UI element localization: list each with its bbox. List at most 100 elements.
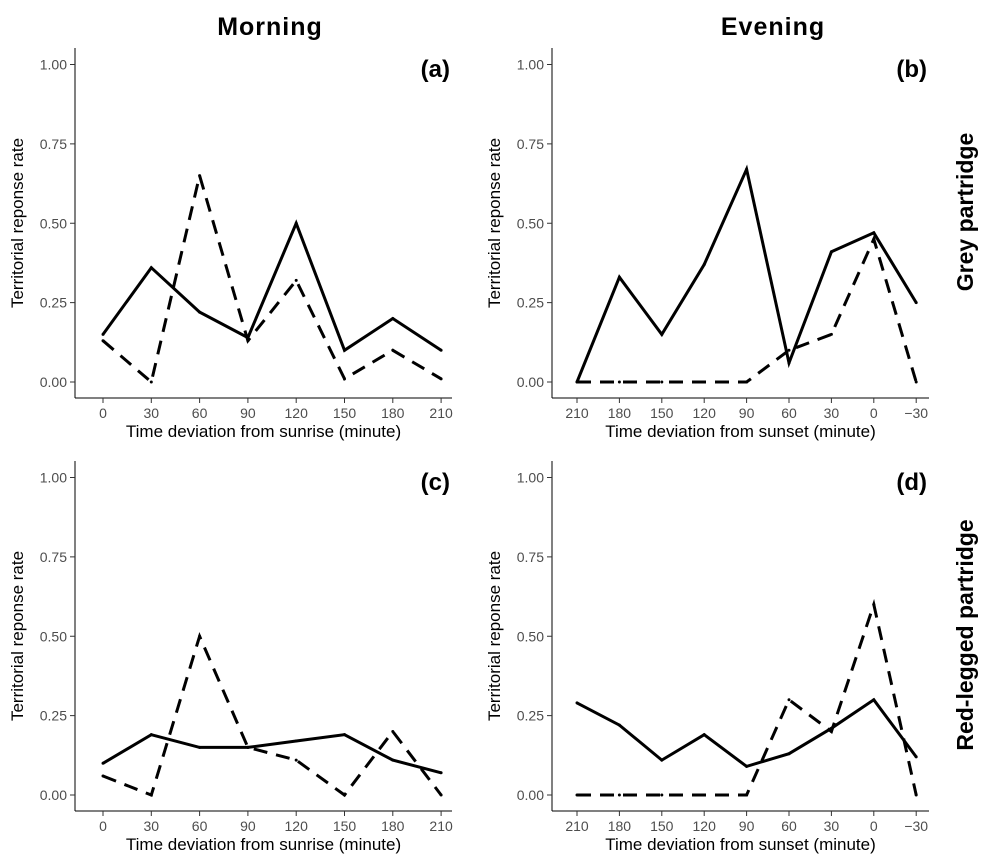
- data-point-dashed: [745, 793, 749, 797]
- data-point-solid: [294, 739, 298, 743]
- data-point-solid: [702, 733, 706, 737]
- data-point-dashed: [872, 237, 876, 241]
- data-point-dashed: [246, 339, 250, 343]
- data-point-dashed: [745, 380, 749, 384]
- data-point-dashed: [101, 774, 105, 778]
- data-point-dashed: [617, 380, 621, 384]
- data-point-solid: [343, 733, 346, 737]
- y-tick-label: 1.00: [40, 470, 67, 486]
- data-point-dashed: [343, 793, 346, 797]
- data-point-solid: [872, 698, 876, 702]
- y-axis-title: Territorial reponse rate: [8, 551, 27, 721]
- data-point-solid: [702, 263, 706, 267]
- x-tick-label: 150: [650, 405, 674, 421]
- data-point-dashed: [914, 793, 918, 797]
- y-tick-label: 0.00: [40, 374, 67, 390]
- y-tick-label: 0.50: [517, 215, 544, 231]
- x-tick-label: 0: [870, 818, 878, 834]
- data-point-solid: [787, 752, 791, 756]
- y-tick-label: 0.75: [517, 136, 544, 152]
- y-tick-label: 0.25: [517, 708, 544, 724]
- panel-d: 0.00 0.25 0.50 0.75 1.00 210 180 150 120 90 60 30 0 −…: [485, 461, 929, 854]
- panel-c: 0.00 0.25 0.50 0.75 1.00 0 30 60 90 120 150 180 210 T…: [8, 461, 453, 854]
- panel-label: (d): [896, 469, 927, 496]
- data-point-dashed: [787, 348, 791, 352]
- x-tick-label: 90: [739, 818, 755, 834]
- x-tick-label: 150: [333, 818, 357, 834]
- x-tick-label: 120: [693, 818, 717, 834]
- data-point-dashed: [702, 380, 706, 384]
- x-tick-label: 90: [240, 405, 256, 421]
- x-tick-label: 0: [99, 405, 107, 421]
- y-tick-label: 0.50: [40, 628, 67, 644]
- data-point-solid: [617, 723, 621, 727]
- data-point-solid: [617, 275, 621, 279]
- x-axis-title: Time deviation from sunrise (minute): [126, 835, 401, 854]
- y-tick-label: 0.25: [517, 295, 544, 311]
- data-point-dashed: [294, 758, 298, 762]
- x-tick-label: 60: [781, 405, 797, 421]
- data-point-dashed: [872, 603, 876, 606]
- data-point-dashed: [439, 793, 443, 797]
- x-tick-label: 0: [99, 818, 107, 834]
- x-tick-label: 210: [565, 405, 589, 421]
- y-tick-label: 0.50: [40, 215, 67, 231]
- x-tick-label: 90: [739, 405, 755, 421]
- data-point-dashed: [439, 377, 443, 381]
- x-tick-label: 30: [824, 405, 840, 421]
- x-axis-title: Time deviation from sunrise (minute): [126, 422, 401, 441]
- data-point-solid: [391, 317, 395, 320]
- x-tick-label: 0: [870, 405, 878, 421]
- data-point-dashed: [829, 730, 833, 733]
- data-point-dashed: [198, 634, 202, 638]
- x-tick-label: −30: [904, 405, 928, 421]
- data-point-solid: [198, 310, 202, 314]
- data-point-solid: [745, 764, 749, 768]
- data-point-solid: [391, 758, 395, 762]
- x-tick-label: 30: [824, 818, 840, 834]
- x-tick-label: 180: [608, 818, 632, 834]
- series-line-solid: [575, 164, 918, 383]
- panel-label: (c): [421, 469, 450, 496]
- data-point-dashed: [575, 380, 579, 384]
- y-tick-label: 0.75: [40, 136, 67, 152]
- series-line-solid: [102, 733, 442, 775]
- y-tick-label: 0.00: [517, 374, 544, 390]
- data-point-solid: [575, 701, 579, 705]
- data-point-solid: [439, 771, 443, 775]
- data-point-dashed: [149, 793, 153, 797]
- y-tick-label: 0.25: [40, 708, 67, 724]
- x-tick-label: 60: [192, 405, 208, 421]
- x-tick-label: 210: [429, 405, 453, 421]
- data-point-solid: [872, 231, 876, 235]
- panel-a: 0.00 0.25 0.50 0.75 1.00 0 30 60 90 120 150 180 210 T…: [8, 48, 453, 441]
- y-tick-label: 0.75: [517, 549, 544, 565]
- x-tick-label: 180: [608, 405, 632, 421]
- data-point-dashed: [575, 793, 579, 797]
- x-tick-label: 30: [144, 405, 160, 421]
- data-point-dashed: [787, 698, 791, 702]
- data-point-dashed: [101, 339, 105, 343]
- data-point-dashed: [829, 332, 833, 336]
- data-point-solid: [149, 733, 153, 737]
- x-axis-title: Time deviation from sunset (minute): [605, 835, 876, 854]
- series-line-dashed: [577, 234, 918, 384]
- data-point-solid: [101, 332, 105, 336]
- data-point-dashed: [391, 730, 395, 733]
- row-header-grey-partridge: Grey partridge: [952, 133, 978, 292]
- y-tick-label: 0.00: [40, 787, 67, 803]
- column-header-evening: Evening: [721, 13, 825, 41]
- chart-panels: 0.00 0.25 0.50 0.75 1.00 0 30 60 90 120 150 180 210 T…: [8, 48, 929, 854]
- y-tick-label: 0.00: [517, 787, 544, 803]
- column-header-morning: Morning: [217, 13, 323, 41]
- panel-label: (b): [896, 56, 927, 83]
- data-point-dashed: [246, 745, 250, 749]
- y-tick-label: 1.00: [517, 57, 544, 73]
- data-point-solid: [660, 332, 664, 336]
- y-axis-title: Territorial reponse rate: [485, 138, 504, 308]
- panel-label: (a): [421, 56, 450, 83]
- data-point-solid: [914, 301, 918, 305]
- row-header-red-legged-partridge: Red-legged partridge: [952, 519, 978, 750]
- data-point-dashed: [343, 377, 346, 381]
